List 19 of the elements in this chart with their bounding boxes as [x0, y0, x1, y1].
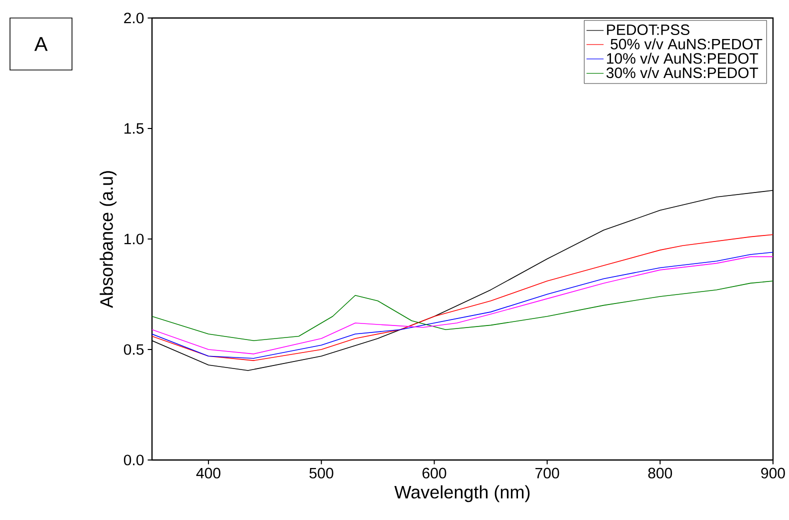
- x-tick-label: 700: [535, 468, 560, 478]
- legend-label: 10% v/v AuNS:PEDOT: [607, 52, 758, 64]
- x-tick-label: 900: [761, 468, 785, 478]
- y-tick-label: 0.5: [124, 344, 144, 355]
- line-series: [152, 280, 774, 342]
- y-axis-title: Absorbance (a.u): [100, 171, 116, 308]
- legend-label: PEDOT:PSS: [607, 24, 690, 36]
- y-tick-label: 0.0: [124, 454, 144, 466]
- y-tick-label: 2.0: [124, 12, 144, 24]
- x-tick-label: 400: [196, 468, 220, 478]
- x-tick-label: 800: [648, 468, 672, 478]
- y-tick-label: 1.5: [124, 123, 144, 134]
- x-tick-label: 500: [309, 468, 334, 478]
- x-tick-label: 600: [422, 468, 446, 478]
- legend-label: 50% v/v AuNS:PEDOT: [610, 38, 762, 50]
- legend-label: 30% v/v AuNS:PEDOT: [606, 67, 758, 78]
- y-tick-label: 1.0: [124, 234, 144, 244]
- text: A: [34, 37, 48, 51]
- x-axis-title: Wavelength (nm): [394, 485, 530, 502]
